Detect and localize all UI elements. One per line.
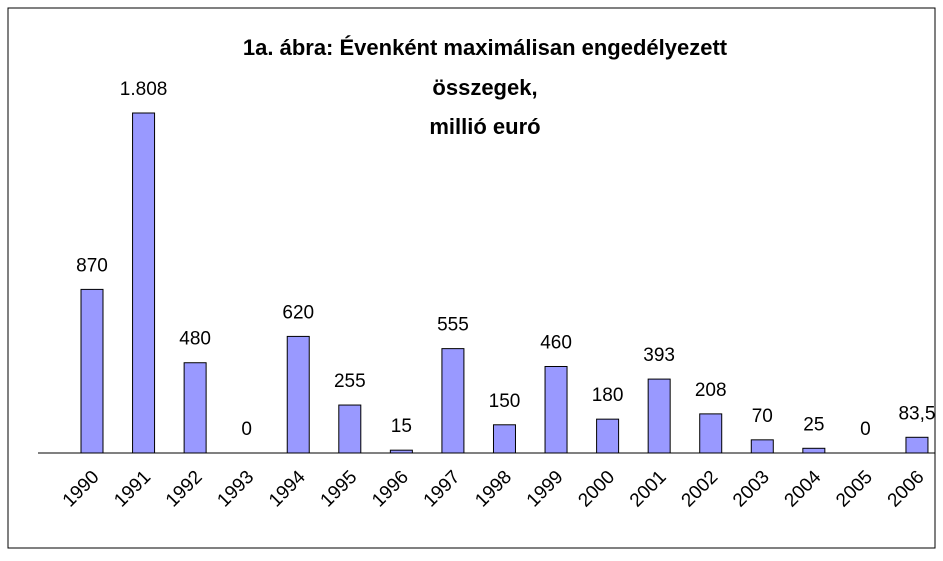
- bar: [699, 413, 723, 454]
- data-label: 25: [803, 414, 824, 435]
- bar: [544, 365, 568, 454]
- bar: [132, 112, 156, 454]
- data-label: 83,5: [898, 403, 935, 424]
- data-label: 870: [76, 255, 108, 276]
- data-label: 555: [437, 315, 469, 336]
- data-label: 15: [391, 416, 412, 437]
- bar: [286, 335, 310, 454]
- bar: [750, 439, 774, 454]
- bar: [905, 436, 929, 454]
- data-label: 70: [752, 406, 773, 427]
- chart-title: millió euró: [429, 114, 540, 139]
- data-label: 150: [489, 391, 521, 412]
- chart-frame: [7, 7, 936, 549]
- bar: [802, 447, 826, 454]
- bar: [647, 378, 671, 454]
- data-label: 393: [643, 345, 675, 366]
- data-label: 480: [179, 329, 211, 350]
- bar: [441, 348, 465, 454]
- data-label: 1.808: [120, 79, 168, 100]
- bar: [183, 362, 207, 454]
- data-label: 208: [695, 380, 727, 401]
- bar: [596, 418, 620, 454]
- bar: [338, 404, 362, 454]
- bar: [80, 288, 104, 454]
- chart-title: összegek,: [432, 75, 537, 100]
- data-label: 0: [860, 419, 871, 440]
- data-label: 460: [540, 332, 572, 353]
- bar: [492, 424, 516, 454]
- data-label: 0: [241, 419, 252, 440]
- data-label: 620: [282, 302, 314, 323]
- chart-title: 1a. ábra: Évenként maximálisan engedélye…: [243, 35, 728, 60]
- data-label: 255: [334, 371, 366, 392]
- data-label: 180: [592, 385, 624, 406]
